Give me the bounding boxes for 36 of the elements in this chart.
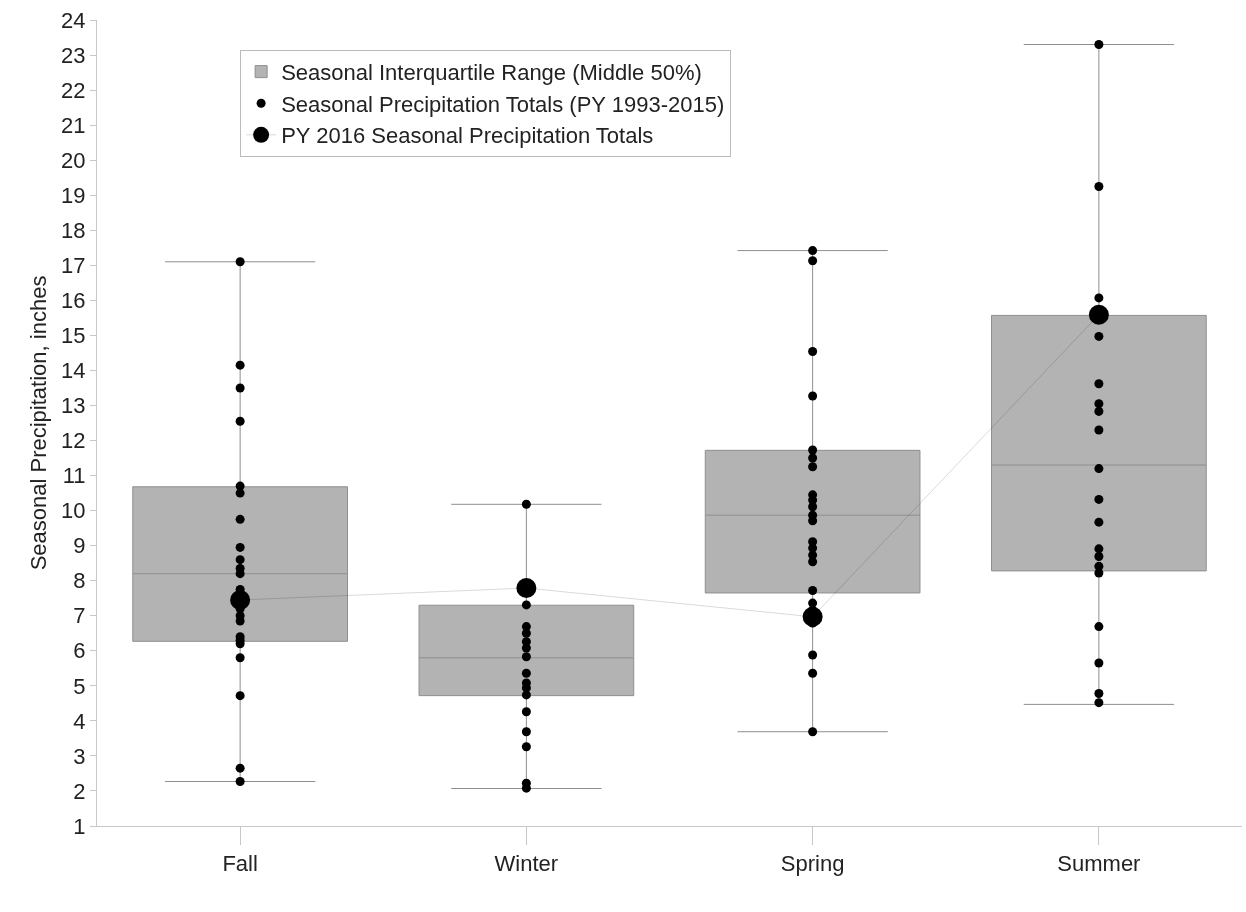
legend-label: PY 2016 Seasonal Precipitation Totals [281,123,654,149]
y-tick-label: 22 [61,77,86,103]
y-tick-label: 23 [61,42,86,68]
legend-label: Seasonal Interquartile Range (Middle 50%) [281,60,702,86]
y-tick-label: 1 [73,813,86,839]
y-tick-label: 9 [73,533,86,559]
y-tick-label: 8 [73,568,86,594]
point [516,578,537,599]
y-tick-label: 19 [61,182,86,208]
y-tick-label: 4 [73,708,86,734]
y-tick-label: 5 [73,673,86,699]
y-tick-label: 21 [61,112,86,138]
x-tick-label: Winter [494,851,559,877]
y-tick-label: 3 [73,743,86,769]
y-tick-label: 7 [73,603,86,629]
y-axis-title: Seasonal Precipitation, inches [25,275,51,571]
y-tick-label: 11 [62,463,86,489]
y-tick-label: 17 [61,253,86,278]
point [1088,304,1109,325]
y-tick-label: 20 [61,147,86,173]
y-tick-label: 24 [61,7,86,33]
y-tick-label: 18 [61,217,86,243]
y-tick-label: 14 [61,358,86,384]
x-tick-label: Spring [780,851,845,877]
y-tick-label: 6 [73,638,86,664]
y-tick-label: 10 [61,498,86,524]
y-tick-label: 15 [61,323,86,349]
y-tick-label: 16 [61,288,86,314]
y-tick-label: 12 [61,428,86,454]
x-tick-label: Fall [222,851,258,877]
point [802,606,823,627]
point [230,589,251,610]
legend-label: Seasonal Precipitation Totals (PY 1993-2015) [281,91,725,117]
y-tick-label: 2 [73,778,86,804]
x-tick-label: Summer [1057,851,1141,877]
y-tick-label: 13 [61,393,86,419]
